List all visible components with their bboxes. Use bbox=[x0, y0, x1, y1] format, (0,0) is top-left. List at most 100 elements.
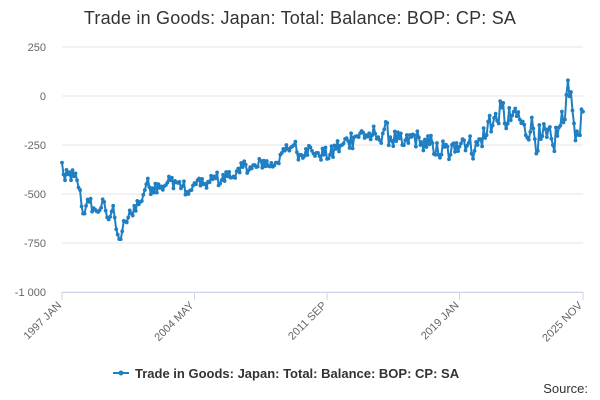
data-point[interactable] bbox=[397, 136, 402, 141]
data-point[interactable] bbox=[543, 127, 548, 132]
data-point[interactable] bbox=[296, 157, 301, 162]
data-point[interactable] bbox=[490, 123, 495, 128]
data-point[interactable] bbox=[167, 174, 171, 179]
data-point[interactable] bbox=[522, 122, 527, 127]
data-point[interactable] bbox=[243, 162, 248, 167]
data-point[interactable] bbox=[200, 177, 204, 181]
data-point[interactable] bbox=[540, 134, 545, 139]
legend[interactable]: Trade in Goods: Japan: Total: Balance: B… bbox=[113, 366, 460, 381]
data-point[interactable] bbox=[462, 138, 466, 143]
data-point[interactable] bbox=[475, 143, 480, 147]
data-point[interactable] bbox=[260, 165, 265, 170]
data-point[interactable] bbox=[295, 150, 299, 155]
data-point[interactable] bbox=[344, 136, 349, 141]
data-point[interactable] bbox=[389, 138, 394, 143]
data-point[interactable] bbox=[328, 152, 332, 157]
data-point[interactable] bbox=[269, 160, 274, 165]
data-point[interactable] bbox=[514, 114, 519, 119]
data-point[interactable] bbox=[120, 229, 125, 234]
data-point[interactable] bbox=[457, 144, 462, 149]
data-point[interactable] bbox=[63, 178, 67, 183]
data-point[interactable] bbox=[471, 156, 475, 161]
data-point[interactable] bbox=[463, 148, 468, 153]
data-point[interactable] bbox=[412, 133, 417, 138]
data-point[interactable] bbox=[564, 92, 569, 97]
data-point[interactable] bbox=[441, 139, 445, 144]
data-point[interactable] bbox=[347, 146, 352, 150]
data-point[interactable] bbox=[293, 139, 298, 144]
data-point[interactable] bbox=[255, 164, 260, 169]
data-point[interactable] bbox=[581, 109, 585, 114]
data-point[interactable] bbox=[207, 180, 212, 185]
data-point[interactable] bbox=[150, 186, 155, 191]
data-point[interactable] bbox=[156, 182, 161, 187]
data-point[interactable] bbox=[560, 109, 564, 114]
data-point[interactable] bbox=[505, 121, 510, 126]
data-point[interactable] bbox=[498, 99, 503, 103]
data-point[interactable] bbox=[153, 181, 158, 186]
data-point[interactable] bbox=[189, 188, 194, 192]
data-point[interactable] bbox=[210, 177, 215, 182]
data-point[interactable] bbox=[549, 136, 554, 141]
data-point[interactable] bbox=[487, 113, 492, 118]
data-point[interactable] bbox=[537, 123, 542, 127]
data-point[interactable] bbox=[142, 188, 147, 192]
data-point[interactable] bbox=[225, 174, 230, 179]
data-point[interactable] bbox=[552, 149, 557, 154]
data-point[interactable] bbox=[148, 192, 153, 197]
data-point[interactable] bbox=[398, 131, 403, 136]
data-point[interactable] bbox=[304, 147, 308, 151]
data-point[interactable] bbox=[547, 125, 552, 129]
data-point[interactable] bbox=[90, 209, 95, 214]
data-point[interactable] bbox=[124, 220, 129, 225]
data-point[interactable] bbox=[388, 135, 393, 140]
data-point[interactable] bbox=[219, 178, 224, 183]
data-point[interactable] bbox=[118, 237, 123, 242]
data-point[interactable] bbox=[550, 143, 555, 147]
data-point[interactable] bbox=[323, 145, 328, 150]
data-point[interactable] bbox=[391, 144, 396, 149]
data-point[interactable] bbox=[334, 147, 338, 151]
data-point[interactable] bbox=[451, 141, 456, 146]
data-point[interactable] bbox=[572, 121, 576, 126]
data-point[interactable] bbox=[194, 182, 198, 187]
data-point[interactable] bbox=[170, 175, 174, 180]
data-point[interactable] bbox=[424, 145, 429, 149]
data-point[interactable] bbox=[112, 215, 117, 220]
data-point[interactable] bbox=[370, 133, 375, 138]
data-point[interactable] bbox=[422, 137, 427, 142]
data-point[interactable] bbox=[127, 208, 132, 213]
data-point[interactable] bbox=[385, 121, 390, 125]
data-point[interactable] bbox=[222, 179, 227, 183]
data-point[interactable] bbox=[529, 115, 534, 120]
data-point[interactable] bbox=[528, 129, 533, 134]
data-point[interactable] bbox=[171, 186, 176, 191]
data-point[interactable] bbox=[313, 154, 317, 158]
data-point[interactable] bbox=[159, 184, 164, 189]
data-point[interactable] bbox=[426, 134, 430, 139]
data-point[interactable] bbox=[472, 148, 477, 153]
data-point[interactable] bbox=[72, 174, 76, 179]
data-point[interactable] bbox=[392, 129, 397, 134]
data-point[interactable] bbox=[368, 137, 373, 142]
data-point[interactable] bbox=[215, 170, 220, 175]
data-point[interactable] bbox=[82, 211, 87, 216]
data-point[interactable] bbox=[69, 178, 73, 183]
data-point[interactable] bbox=[578, 133, 582, 138]
data-point[interactable] bbox=[132, 203, 137, 208]
data-point[interactable] bbox=[287, 148, 292, 153]
data-point[interactable] bbox=[401, 143, 406, 148]
data-point[interactable] bbox=[566, 78, 570, 83]
data-point[interactable] bbox=[263, 164, 268, 169]
data-point[interactable] bbox=[84, 203, 88, 208]
data-point[interactable] bbox=[249, 166, 254, 171]
data-point[interactable] bbox=[484, 133, 489, 138]
data-point[interactable] bbox=[459, 141, 463, 146]
data-point[interactable] bbox=[569, 90, 573, 94]
data-point[interactable] bbox=[267, 164, 272, 169]
data-point[interactable] bbox=[575, 129, 579, 134]
data-point[interactable] bbox=[421, 148, 426, 153]
data-point[interactable] bbox=[204, 186, 209, 190]
data-point[interactable] bbox=[538, 137, 543, 142]
data-point[interactable] bbox=[427, 142, 432, 147]
